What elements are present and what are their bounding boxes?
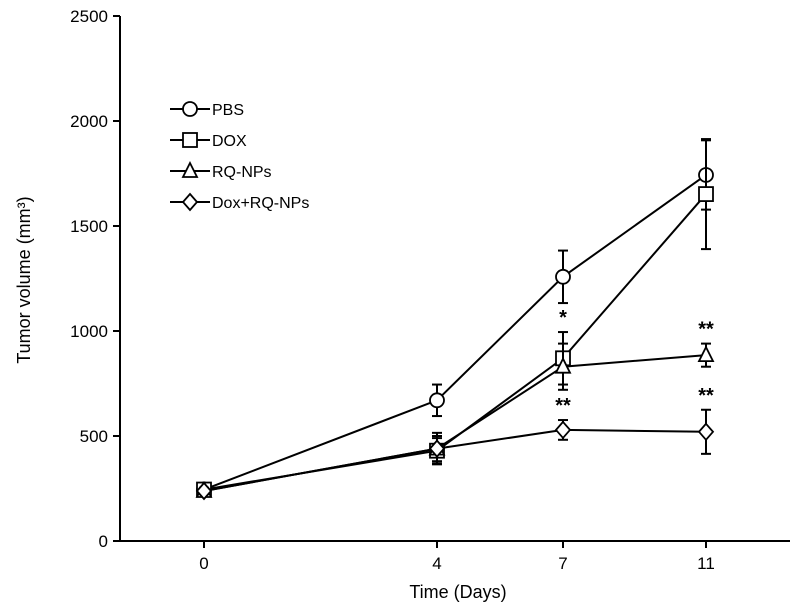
data-point-pbs <box>429 392 445 409</box>
legend-label-dox-rq-nps: Dox+RQ-NPs <box>212 195 309 212</box>
legend-label-dox: DOX <box>212 133 247 150</box>
y-tick-label: 0 <box>99 532 108 551</box>
x-tick-label: 0 <box>199 554 208 573</box>
legend-label-pbs: PBS <box>212 102 244 119</box>
data-point-rq-nps <box>697 345 715 363</box>
data-point-dox-rq-nps <box>428 439 446 458</box>
x-axis-label: Time (Days) <box>409 582 506 602</box>
data-marks: ***** ** <box>195 138 715 501</box>
y-tick-label: 2000 <box>70 112 108 131</box>
significance-marker: ** <box>698 319 714 341</box>
significance-marker: ** <box>555 395 571 417</box>
data-point-dox <box>698 186 714 202</box>
axes: 0 500 1000 1500 2000 2500 0 4 7 11 <box>70 7 790 573</box>
data-point-dox-rq-nps <box>195 481 213 501</box>
y-axis-label: Tumor volume (mm³) <box>14 196 34 363</box>
legend-marker-pbs <box>182 101 198 117</box>
x-tick-label: 11 <box>697 554 715 573</box>
y-tick-label: 2500 <box>70 7 108 26</box>
series-line-pbs <box>203 174 707 491</box>
legend-marker-dox-rq-nps <box>181 192 199 212</box>
y-tick-label: 1000 <box>70 322 108 341</box>
legend-marker-dox <box>182 132 198 148</box>
legend-marker-rq-nps <box>181 160 199 178</box>
legend-label-rq-nps: RQ-NPs <box>212 164 272 181</box>
data-point-rq-nps <box>554 356 572 374</box>
significance-marker: ** <box>698 385 714 407</box>
x-tick-label: 4 <box>432 554 441 573</box>
series-line-rq-nps <box>203 354 707 493</box>
x-tick-label: 7 <box>558 554 567 573</box>
data-point-pbs <box>555 268 571 285</box>
y-tick-label: 1500 <box>70 217 108 236</box>
y-tick-label: 500 <box>80 427 108 446</box>
data-point-dox-rq-nps <box>697 422 715 442</box>
legend: PBS DOX RQ-NPs Dox+RQ-NPs <box>170 101 309 212</box>
series-line-dox-rq-nps <box>203 428 707 493</box>
data-point-dox-rq-nps <box>554 420 572 440</box>
significance-marker: * <box>559 307 567 329</box>
